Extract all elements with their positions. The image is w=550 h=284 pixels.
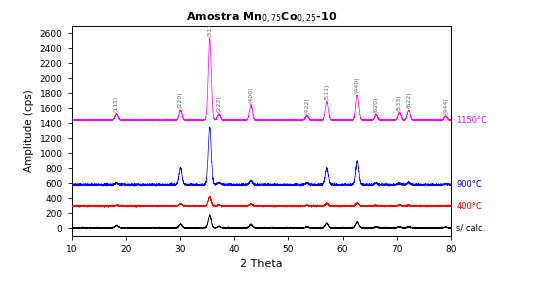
Text: (440): (440): [355, 77, 360, 93]
Text: (400): (400): [249, 87, 254, 103]
Text: s/ calc.: s/ calc.: [456, 223, 486, 232]
Text: (422): (422): [304, 97, 309, 114]
X-axis label: 2 Theta: 2 Theta: [240, 259, 283, 269]
Y-axis label: Amplitude (cps): Amplitude (cps): [24, 89, 34, 172]
Title: Amostra Mn$_{0,75}$Co$_{0,25}$-10: Amostra Mn$_{0,75}$Co$_{0,25}$-10: [185, 11, 337, 26]
Text: (311): (311): [207, 21, 212, 37]
Text: (533): (533): [397, 94, 402, 111]
Text: (220): (220): [178, 92, 183, 108]
Text: (620): (620): [373, 97, 379, 113]
Text: (444): (444): [443, 97, 448, 114]
Text: 900°C: 900°C: [456, 180, 482, 189]
Text: 1150°C: 1150°C: [456, 116, 487, 125]
Text: 400°C: 400°C: [456, 202, 482, 210]
Text: (222): (222): [217, 95, 222, 112]
Text: (511): (511): [324, 84, 329, 100]
Text: (622): (622): [406, 92, 411, 108]
Text: (111): (111): [114, 96, 119, 112]
